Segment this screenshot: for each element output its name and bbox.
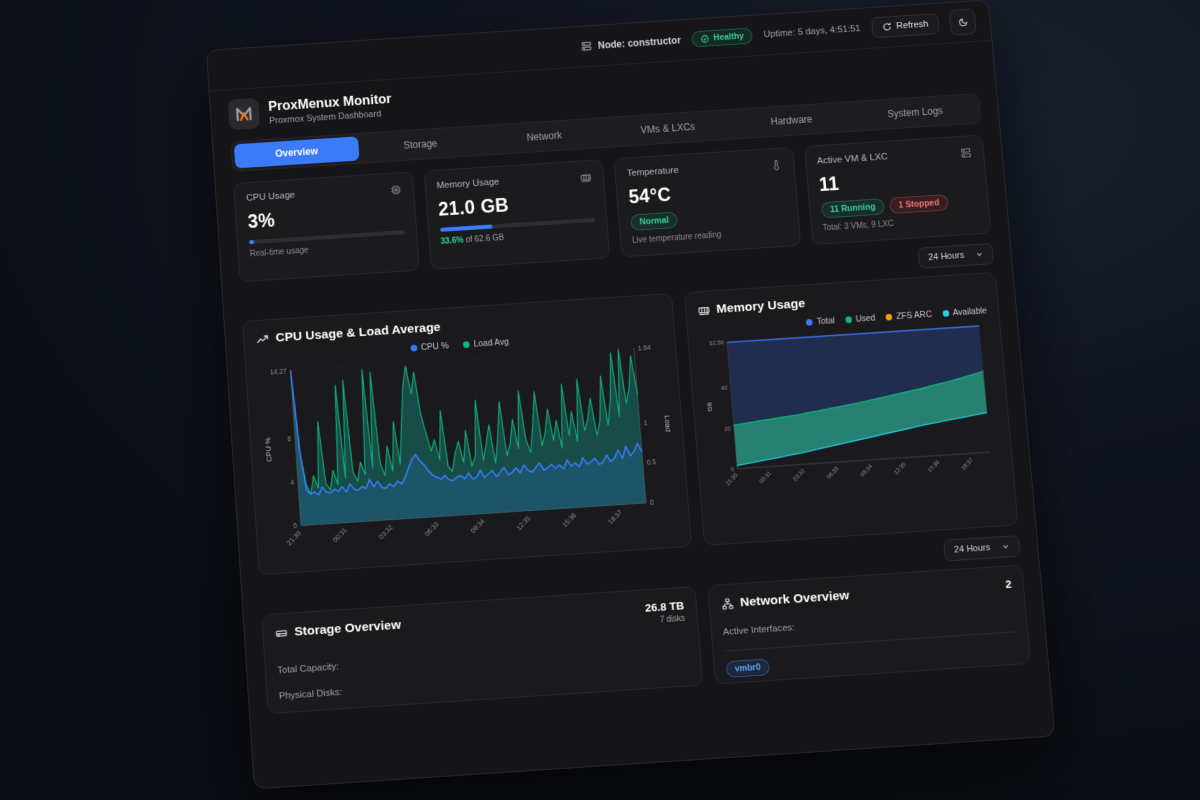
svg-text:0.5: 0.5 bbox=[647, 459, 657, 467]
interface-badge: vmbr0 bbox=[725, 658, 771, 678]
svg-text:1.94: 1.94 bbox=[638, 344, 652, 352]
refresh-icon bbox=[883, 22, 892, 31]
network-row-active-interfaces: Active Interfaces: bbox=[722, 622, 796, 638]
cpu-card-label: CPU Usage bbox=[245, 190, 296, 204]
top-status-bar: Node: constructor Healthy Uptime: 5 days… bbox=[206, 0, 992, 92]
vm-stopped-badge: 1 Stopped bbox=[889, 194, 949, 214]
tab-system-logs[interactable]: System Logs bbox=[886, 105, 944, 120]
svg-text:CPU %: CPU % bbox=[263, 437, 274, 463]
svg-text:62.56: 62.56 bbox=[709, 341, 724, 348]
legend-item: CPU % bbox=[410, 341, 449, 353]
hard-drive-icon bbox=[274, 626, 288, 640]
svg-text:21:30: 21:30 bbox=[286, 530, 303, 547]
network-overview-card: Network Overview 2 Active Interfaces: vm… bbox=[706, 564, 1031, 685]
uptime-text: Uptime: 5 days, 4:51:51 bbox=[763, 23, 861, 40]
server-stack-icon bbox=[959, 147, 972, 160]
svg-text:1: 1 bbox=[643, 420, 648, 427]
svg-text:8: 8 bbox=[287, 436, 292, 443]
tab-overview[interactable]: Overview bbox=[233, 136, 360, 169]
svg-text:03:32: 03:32 bbox=[792, 468, 806, 483]
cpu-icon bbox=[389, 184, 402, 197]
svg-text:18:37: 18:37 bbox=[607, 509, 624, 526]
thermometer-icon bbox=[769, 159, 782, 172]
dark-mode-toggle[interactable] bbox=[948, 8, 977, 36]
dashboard-window: Node: constructor Healthy Uptime: 5 days… bbox=[206, 0, 1056, 790]
active-vm-lxc-card: Active VM & LXC 11 11 Running 1 Stopped … bbox=[803, 134, 992, 245]
svg-text:00:31: 00:31 bbox=[758, 470, 772, 485]
cpu-chart-title: CPU Usage & Load Average bbox=[275, 320, 442, 345]
svg-text:09:34: 09:34 bbox=[859, 464, 873, 479]
storage-title: Storage Overview bbox=[293, 617, 402, 639]
svg-text:0: 0 bbox=[293, 523, 298, 530]
vm-running-badge: 11 Running bbox=[820, 198, 885, 219]
cpu-value: 3% bbox=[247, 209, 276, 233]
chevron-down-icon bbox=[975, 250, 984, 259]
network-icon bbox=[720, 597, 734, 611]
memory-card-label: Memory Usage bbox=[436, 177, 500, 191]
svg-text:06:33: 06:33 bbox=[826, 466, 840, 481]
chevron-down-icon bbox=[1001, 542, 1010, 551]
temperature-card-label: Temperature bbox=[626, 165, 680, 179]
temperature-status-badge: Normal bbox=[630, 211, 679, 231]
svg-text:15:36: 15:36 bbox=[927, 459, 941, 474]
memory-chart: 0 20 40 62.56 21:30 00:31 03:32 06:33 09:34 12:35… bbox=[706, 317, 1002, 488]
logo-m-icon bbox=[235, 106, 252, 121]
charts-row: CPU Usage & Load Average CPU % Load Avg 0… bbox=[224, 271, 1035, 576]
svg-text:21:30: 21:30 bbox=[725, 473, 739, 488]
memory-value: 21.0 GB bbox=[437, 194, 510, 220]
svg-text:00:31: 00:31 bbox=[332, 527, 349, 544]
svg-text:09:34: 09:34 bbox=[470, 518, 487, 535]
svg-text:Load: Load bbox=[662, 415, 672, 432]
svg-text:18:37: 18:37 bbox=[960, 457, 974, 472]
svg-text:12:35: 12:35 bbox=[893, 462, 907, 477]
cpu-load-chart-card: CPU Usage & Load Average CPU % Load Avg 0… bbox=[242, 293, 692, 576]
temperature-card: Temperature 54°C Normal Live temperature… bbox=[613, 146, 801, 258]
memory-icon bbox=[697, 304, 711, 318]
legend-item: Available bbox=[942, 306, 987, 319]
trending-up-icon bbox=[255, 332, 270, 347]
legend-item: Used bbox=[844, 313, 876, 325]
svg-text:06:33: 06:33 bbox=[424, 521, 441, 538]
svg-text:GB: GB bbox=[706, 402, 714, 412]
memory-usage-card: Memory Usage 21.0 GB 33.6% of 62.6 GB bbox=[423, 159, 611, 270]
proxmenux-logo bbox=[227, 97, 261, 131]
check-circle-icon bbox=[701, 34, 710, 43]
cpu-usage-card: CPU Usage 3% Real-time usage bbox=[233, 171, 420, 283]
time-range-select-2[interactable]: 24 Hours bbox=[943, 535, 1021, 562]
tab-vms-lxcs[interactable]: VMs & LXCs bbox=[640, 121, 696, 136]
network-title: Network Overview bbox=[739, 588, 850, 610]
tab-storage[interactable]: Storage bbox=[403, 137, 438, 152]
storage-total-value: 26.8 TB bbox=[644, 599, 685, 615]
tab-hardware[interactable]: Hardware bbox=[770, 113, 813, 128]
time-range-select-1[interactable]: 24 Hours bbox=[917, 243, 995, 269]
cpu-load-chart: 0 4 8 14.27 21:30 00:31 03:32 06:33 09:34 12:35 15… bbox=[263, 344, 673, 547]
svg-text:15:36: 15:36 bbox=[561, 512, 578, 529]
vm-card-label: Active VM & LXC bbox=[816, 152, 889, 167]
storage-disks-value: 7 disks bbox=[659, 614, 686, 625]
vm-count-value: 11 bbox=[818, 172, 840, 196]
tab-network[interactable]: Network bbox=[526, 129, 563, 144]
server-icon bbox=[581, 41, 592, 51]
legend-item: Total bbox=[806, 316, 835, 328]
memory-chart-card: Memory Usage Total Used ZFS ARC Available 0… bbox=[683, 271, 1019, 546]
network-interface-count: 2 bbox=[1004, 577, 1012, 591]
node-label: Node: constructor bbox=[597, 34, 682, 52]
svg-text:12:35: 12:35 bbox=[516, 515, 533, 532]
svg-text:03:32: 03:32 bbox=[378, 524, 395, 541]
svg-text:20: 20 bbox=[724, 426, 731, 433]
health-badge: Healthy bbox=[691, 27, 754, 48]
svg-text:0: 0 bbox=[730, 467, 734, 473]
memory-chart-title: Memory Usage bbox=[715, 296, 806, 317]
svg-text:40: 40 bbox=[720, 386, 727, 393]
svg-text:0: 0 bbox=[650, 500, 655, 507]
memory-icon bbox=[579, 171, 592, 184]
app-header: ProxMenux Monitor Proxmox System Dashboa… bbox=[209, 41, 995, 139]
svg-text:4: 4 bbox=[290, 479, 295, 486]
node-indicator: Node: constructor bbox=[581, 34, 682, 53]
svg-text:14.27: 14.27 bbox=[270, 368, 287, 376]
moon-icon bbox=[959, 17, 968, 26]
refresh-button[interactable]: Refresh bbox=[870, 13, 940, 39]
temperature-value: 54°C bbox=[627, 183, 672, 208]
